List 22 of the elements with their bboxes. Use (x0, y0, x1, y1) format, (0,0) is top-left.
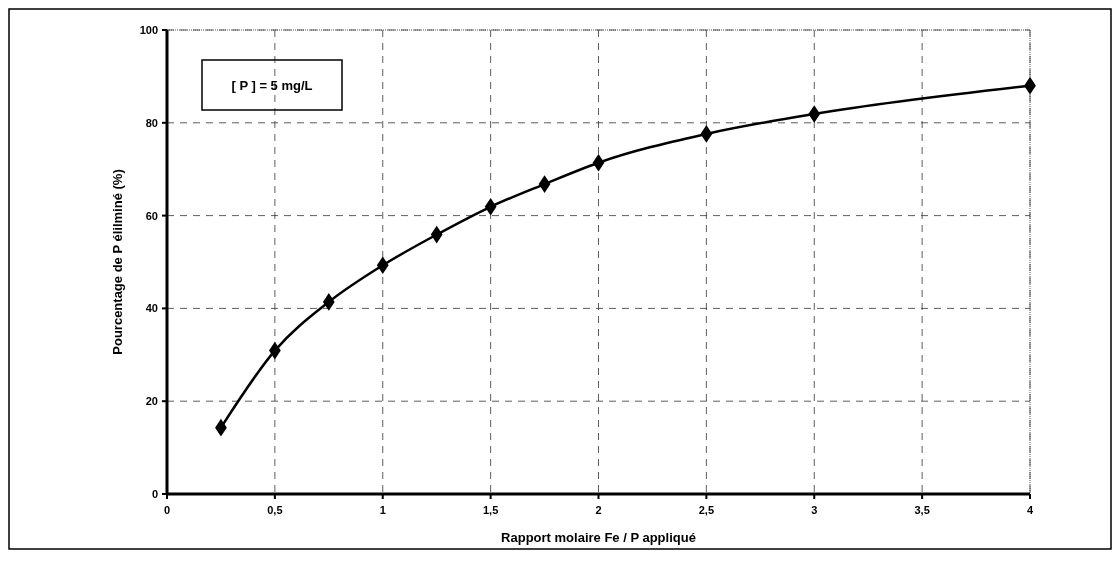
point (700, 125, 713, 143)
point (538, 175, 551, 193)
x-axis-title: Rapport molaire Fe / P appliqué (501, 530, 696, 545)
y-axis-title: Pourcentage de P élilminé (%) (110, 169, 125, 355)
x-tick-label: 0 (163, 504, 171, 516)
x-tick-label: 4 (1026, 504, 1034, 516)
point (808, 105, 821, 123)
x-tick-label: 3 (811, 504, 818, 516)
annotation: [ P ] = 5 mg/L (231, 78, 313, 93)
x-tick-label: 2,5 (698, 504, 715, 516)
y-tick-label: 20 (145, 395, 158, 408)
y-tick-label: 80 (145, 116, 158, 129)
x-tick-label: 2 (595, 504, 602, 516)
x-tick-label: 3,5 (914, 504, 930, 516)
y-tick-label: 60 (145, 209, 158, 222)
x-tick-label: 1 (379, 504, 386, 516)
y-tick-label: 40 (145, 302, 158, 315)
x-tick-label: 0,5 (267, 504, 283, 516)
y-tick-label: 100 (139, 24, 158, 36)
point (322, 293, 335, 311)
y-tick-label: 0 (151, 488, 158, 500)
x-tick-label: 1,5 (482, 504, 499, 516)
